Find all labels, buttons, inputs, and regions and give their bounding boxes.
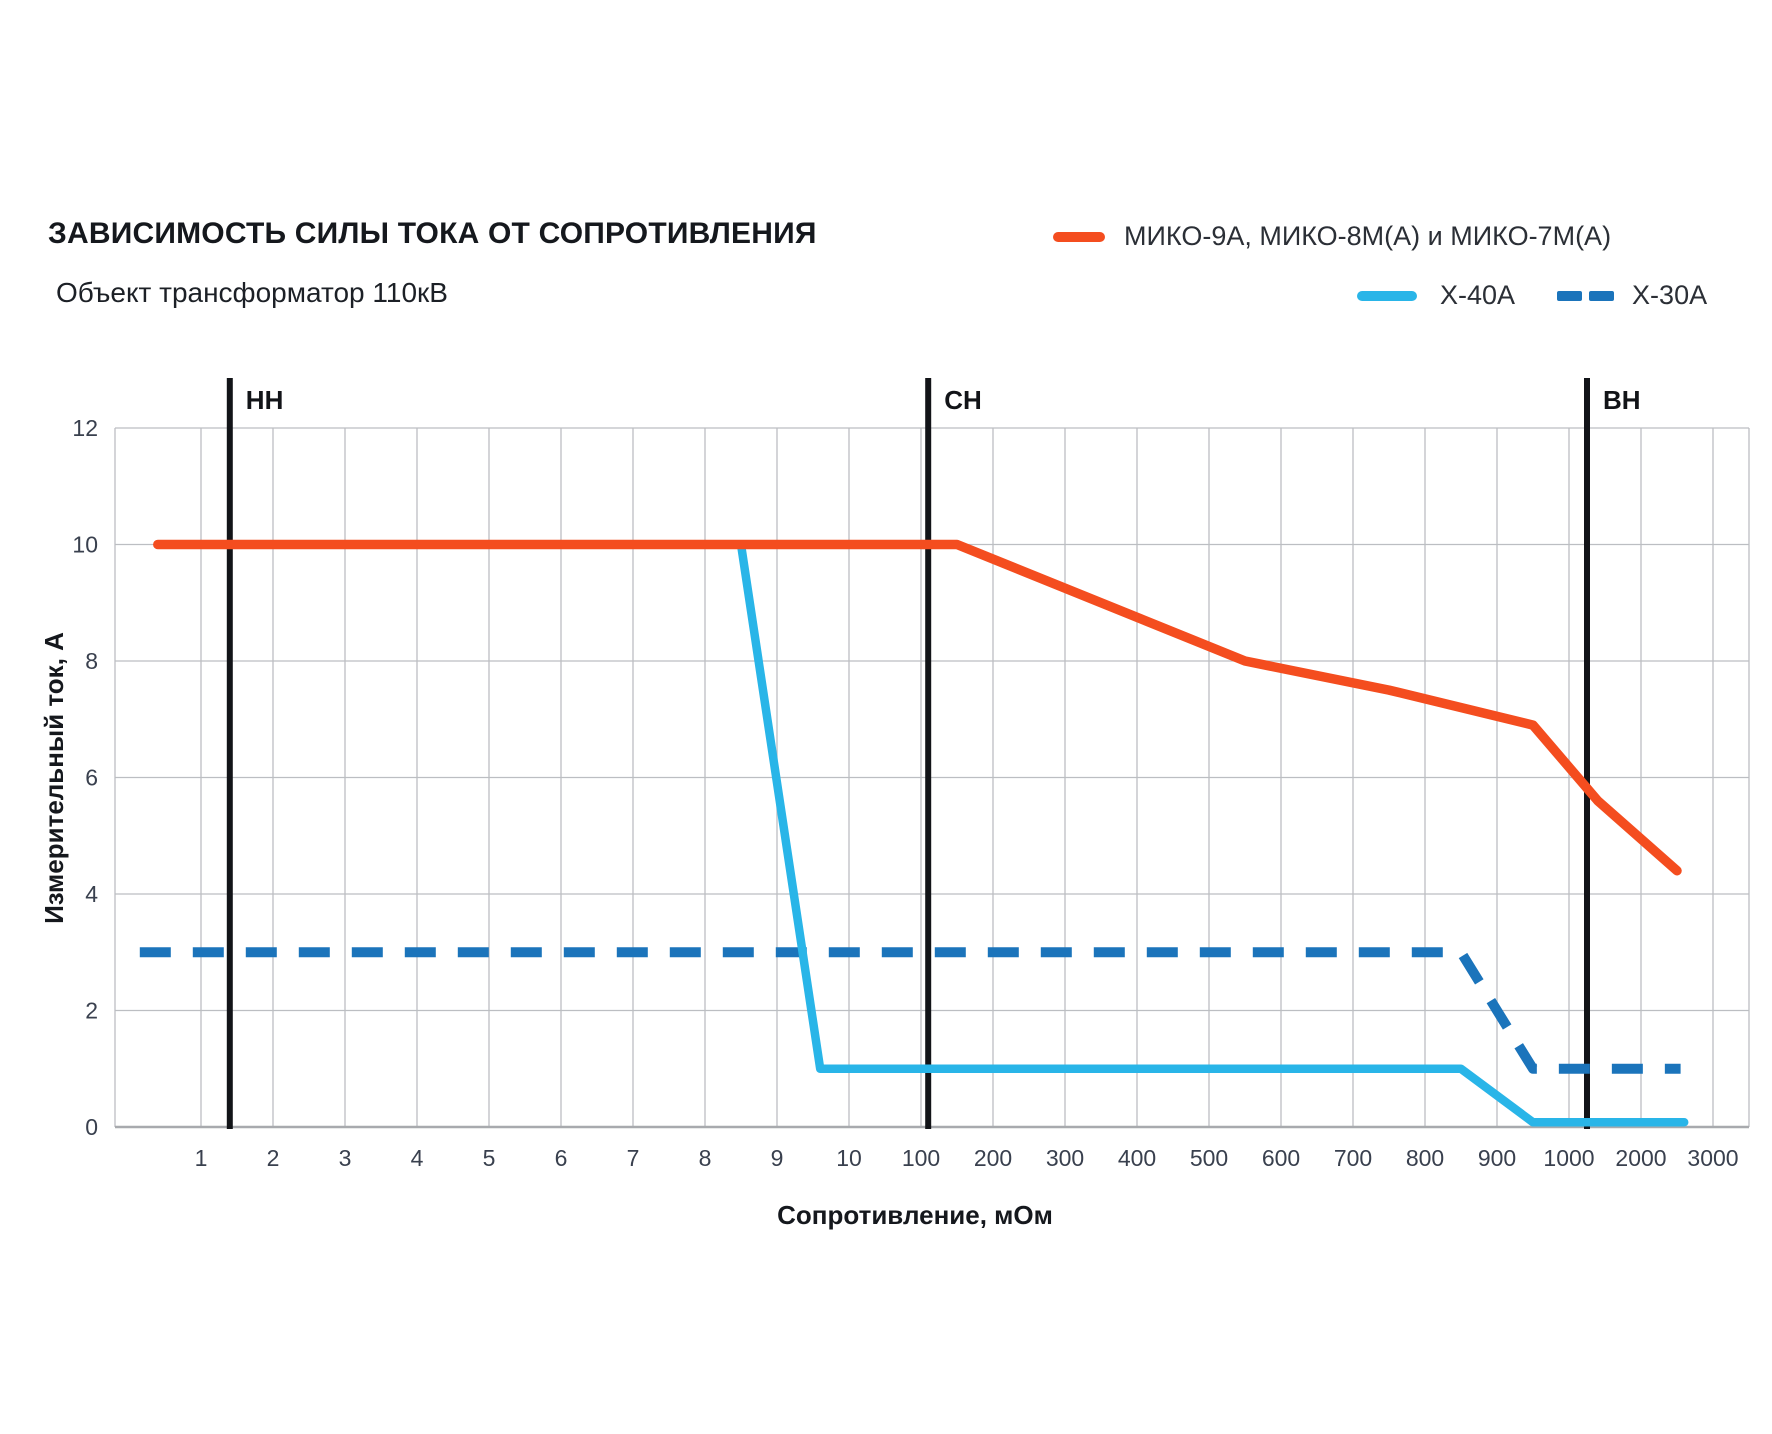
- svg-text:5: 5: [483, 1145, 496, 1171]
- legend-label-miko: МИКО-9А, МИКО-8М(А) и МИКО-7М(А): [1124, 221, 1612, 251]
- svg-text:7: 7: [627, 1145, 640, 1171]
- marker-label-СН: СН: [944, 385, 982, 415]
- winding-markers: НН СН ВН: [226, 378, 1641, 1129]
- svg-text:10: 10: [836, 1145, 862, 1171]
- svg-text:2: 2: [267, 1145, 280, 1171]
- svg-text:600: 600: [1262, 1145, 1300, 1171]
- chart-title: ЗАВИСИМОСТЬ СИЛЫ ТОКА ОТ СОПРОТИВЛЕНИЯ: [48, 217, 817, 250]
- svg-text:1: 1: [195, 1145, 208, 1171]
- svg-text:3: 3: [339, 1145, 352, 1171]
- legend-swatch-x30a: [1557, 290, 1615, 301]
- legend-swatch-x40a: [1357, 290, 1417, 301]
- svg-text:6: 6: [555, 1145, 568, 1171]
- legend-swatch-miko: [1053, 231, 1105, 242]
- legend-label-x30a: Х-30А: [1632, 280, 1708, 310]
- marker-label-НН: НН: [246, 385, 284, 415]
- svg-text:8: 8: [85, 648, 98, 674]
- x-tick-labels: 1 2 3 4 5 6 7 8 9 10 100 200 300 400 500 600 700 800 900 10…: [195, 1145, 1739, 1171]
- svg-text:2000: 2000: [1615, 1145, 1666, 1171]
- svg-text:2: 2: [85, 998, 98, 1024]
- svg-text:0: 0: [85, 1114, 98, 1140]
- svg-text:10: 10: [72, 532, 98, 558]
- svg-text:300: 300: [1046, 1145, 1084, 1171]
- x-axis-title: Сопротивление, мОм: [777, 1200, 1053, 1230]
- svg-text:6: 6: [85, 765, 98, 791]
- legend-row-1: МИКО-9А, МИКО-8М(А) и МИКО-7М(А): [1053, 221, 1611, 252]
- svg-text:200: 200: [974, 1145, 1012, 1171]
- svg-text:9: 9: [771, 1145, 784, 1171]
- svg-text:900: 900: [1478, 1145, 1516, 1171]
- chart-subtitle: Объект трансформатор 110кВ: [56, 277, 448, 308]
- svg-text:12: 12: [72, 415, 98, 441]
- legend-row-2: Х-40А Х-30А: [1357, 280, 1707, 311]
- svg-text:3000: 3000: [1687, 1145, 1738, 1171]
- y-axis-title: Измерительный ток, А: [39, 632, 69, 924]
- y-tick-labels: 0 2 4 6 8 10 12: [72, 415, 98, 1140]
- svg-text:800: 800: [1406, 1145, 1444, 1171]
- series-line-miko: [153, 539, 1682, 876]
- svg-text:4: 4: [411, 1145, 424, 1171]
- legend-label-x40a: Х-40А: [1440, 280, 1516, 310]
- svg-text:4: 4: [85, 881, 98, 907]
- svg-text:8: 8: [699, 1145, 712, 1171]
- svg-text:700: 700: [1334, 1145, 1372, 1171]
- svg-text:500: 500: [1190, 1145, 1228, 1171]
- marker-label-ВН: ВН: [1603, 385, 1641, 415]
- svg-text:400: 400: [1118, 1145, 1156, 1171]
- svg-text:1000: 1000: [1543, 1145, 1594, 1171]
- svg-text:100: 100: [902, 1145, 940, 1171]
